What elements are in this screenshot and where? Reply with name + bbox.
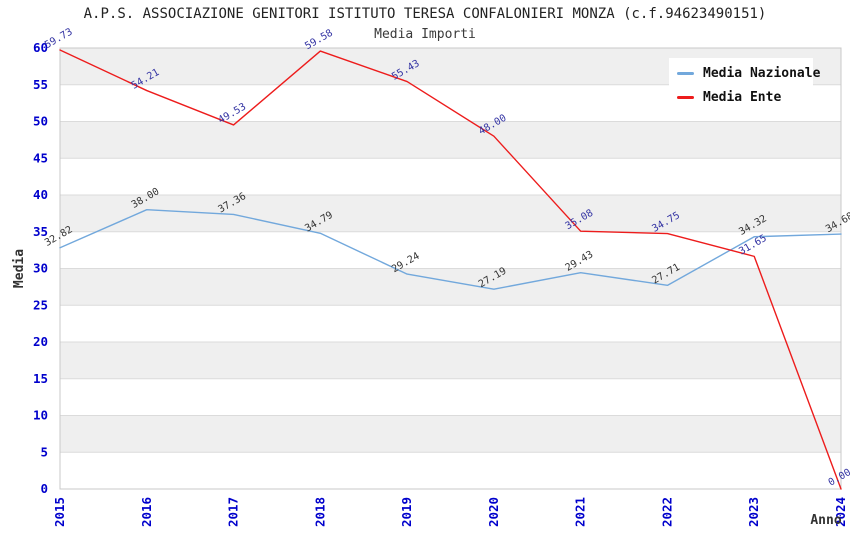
data-label: 59.73 <box>43 27 75 52</box>
x-tick-label: 2015 <box>52 497 67 527</box>
x-tick-label: 2021 <box>573 497 588 527</box>
x-tick-label: 2020 <box>486 497 501 527</box>
legend-label-media-ente: Media Ente <box>703 90 782 105</box>
y-tick-label: 35 <box>33 224 48 239</box>
x-tick-label: 2023 <box>746 497 761 527</box>
series-line-media-ente <box>59 49 842 490</box>
y-tick-label: 0 <box>40 481 48 496</box>
plot-border <box>59 47 842 490</box>
chart-title: A.P.S. ASSOCIAZIONE GENITORI ISTITUTO TE… <box>83 6 767 22</box>
x-tick-label: 2017 <box>226 497 241 527</box>
grid-band <box>60 342 841 379</box>
chart-subtitle: Media Importi <box>374 27 476 42</box>
y-tick-label: 5 <box>40 444 48 459</box>
series-line-media-nazionale <box>59 208 842 290</box>
grid-band <box>60 121 841 159</box>
y-tick-label: 40 <box>33 187 48 202</box>
y-axis-title: Media <box>12 249 27 288</box>
y-tick-label: 55 <box>33 77 48 92</box>
y-tick-label: 25 <box>33 297 48 312</box>
x-tick-label: 2022 <box>659 497 674 527</box>
y-tick-label: 45 <box>33 150 48 165</box>
x-tick-label: 2019 <box>399 497 414 527</box>
y-tick-label: 15 <box>33 371 48 386</box>
y-tick-label: 60 <box>33 40 48 55</box>
legend-item-media-ente: Media Ente <box>677 90 805 105</box>
x-tick-label: 2018 <box>312 497 327 527</box>
y-tick-label: 20 <box>33 334 48 349</box>
data-label: 0.00 <box>827 467 850 489</box>
legend: Media Nazionale Media Ente <box>669 58 820 114</box>
legend-item-media-nazionale: Media Nazionale <box>677 66 820 81</box>
legend-label-media-nazionale: Media Nazionale <box>703 66 821 81</box>
grid-band <box>60 268 841 306</box>
x-tick-label: 2024 <box>833 497 848 527</box>
grid-band <box>60 415 841 453</box>
y-tick-label: 30 <box>33 261 48 276</box>
grid-band <box>60 195 841 232</box>
media-ente-line-swatch <box>677 96 694 99</box>
x-tick-label: 2016 <box>139 497 154 527</box>
y-tick-label: 50 <box>33 114 48 129</box>
x-axis-title: Anno <box>810 513 841 528</box>
media-nazionale-line-swatch <box>677 72 694 75</box>
y-tick-label: 10 <box>33 408 48 423</box>
